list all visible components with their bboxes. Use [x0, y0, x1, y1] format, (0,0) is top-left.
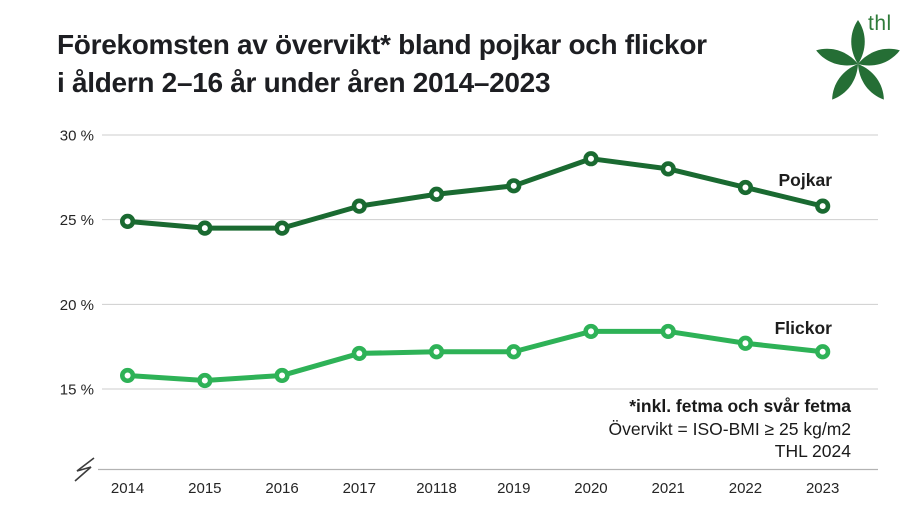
- data-point-flickor-20118: [428, 344, 445, 360]
- chart-footnote: *inkl. fetma och svår fetma Övervikt = I…: [608, 395, 851, 463]
- data-point-pojkar-2021: [660, 161, 676, 177]
- data-point-flickor-2020: [583, 323, 599, 340]
- x-tick-label: 20118: [416, 480, 457, 497]
- data-point-flickor-2019: [506, 344, 522, 360]
- chart-title: Förekomsten av övervikt* bland pojkar oc…: [57, 26, 707, 102]
- chart-title-line2: i åldern 2–16 år under åren 2014–2023: [57, 67, 551, 98]
- y-tick-label: 15 %: [60, 381, 94, 398]
- x-tick-label: 2020: [574, 480, 607, 497]
- x-tick-label: 2015: [188, 480, 221, 497]
- y-tick-label: 20 %: [60, 297, 94, 314]
- data-point-flickor-2014: [119, 367, 136, 384]
- data-point-pojkar-2015: [197, 220, 213, 236]
- series-label-pojkar: Pojkar: [779, 170, 833, 190]
- x-tick-label: 2023: [806, 480, 839, 497]
- y-tick-label: 25 %: [60, 212, 94, 229]
- x-tick-label: 2019: [497, 480, 530, 497]
- data-point-pojkar-2017: [351, 198, 367, 214]
- x-tick-label: 2016: [265, 480, 298, 497]
- axis-break-icon: [74, 457, 95, 482]
- data-point-pojkar-2019: [506, 178, 522, 194]
- series-label-flickor: Flickor: [775, 318, 833, 338]
- data-point-pojkar-2014: [119, 213, 136, 229]
- x-tick-label: 2022: [729, 480, 762, 497]
- data-point-flickor-2023: [815, 344, 831, 360]
- data-point-flickor-2017: [351, 345, 367, 362]
- data-point-pojkar-20118: [428, 186, 445, 202]
- footnote-line3: THL 2024: [774, 441, 851, 461]
- data-point-flickor-2016: [274, 367, 290, 384]
- footnote-line2: Övervikt = ISO-BMI ≥ 25 kg/m2: [608, 418, 851, 439]
- y-tick-label: 30 %: [60, 128, 94, 145]
- data-point-pojkar-2016: [274, 220, 290, 236]
- series-line-flickor: [125, 328, 826, 384]
- x-tick-label: 2014: [111, 480, 144, 497]
- series-line-pojkar: [125, 156, 826, 231]
- data-point-flickor-2021: [660, 323, 676, 340]
- thl-logo-text: thl: [868, 12, 892, 35]
- x-tick-label: 2021: [652, 480, 685, 497]
- data-point-pojkar-2022: [737, 179, 754, 196]
- data-point-pojkar-2023: [815, 198, 831, 214]
- chart-title-line1: Förekomsten av övervikt* bland pojkar oc…: [57, 29, 707, 60]
- thl-flower-icon: [816, 20, 900, 100]
- data-point-flickor-2022: [737, 335, 754, 351]
- footnote-line1: *inkl. fetma och svår fetma: [629, 396, 851, 416]
- data-point-flickor-2015: [197, 372, 213, 389]
- thl-logo: thl: [814, 12, 914, 107]
- x-tick-label: 2017: [343, 480, 376, 497]
- data-point-pojkar-2020: [583, 151, 599, 167]
